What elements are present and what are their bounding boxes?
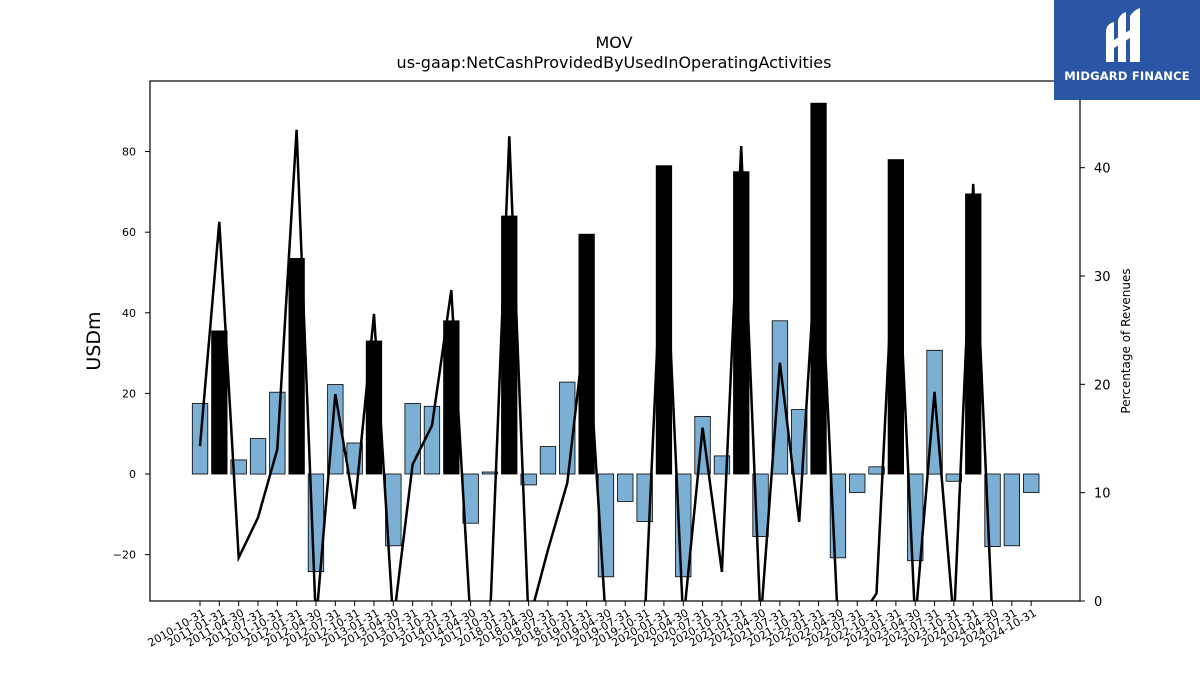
y2-tick-label: 10 (1094, 487, 1111, 502)
plot-frame (149, 80, 1081, 602)
y2-tick-label: 30 (1094, 270, 1111, 285)
bar-quarter (539, 446, 557, 475)
y2-tick-label: 40 (1094, 162, 1111, 177)
bar-quarter (1023, 473, 1040, 493)
line-group (198, 129, 993, 601)
bar-quarter (771, 320, 789, 475)
y2-axis-label: Percentage of Revenues (1119, 268, 1133, 413)
y-tick-label: 60 (122, 226, 136, 239)
bar-annual (578, 233, 595, 475)
y-tick-label: 80 (122, 146, 136, 159)
y-tick-label: −20 (113, 549, 136, 562)
chart-title: MOV (595, 33, 632, 52)
bar-annual (733, 171, 750, 475)
bar-annual (655, 165, 673, 475)
y-tick-label: 40 (122, 307, 136, 320)
bar-quarter (423, 405, 441, 475)
bar-quarter (520, 473, 537, 486)
bar-annual (211, 330, 228, 475)
series-line (198, 129, 993, 601)
y-axis-left: −20 0 20 40 60 80 (113, 146, 150, 562)
bar-quarter (481, 471, 499, 475)
y2-tick-label: 20 (1094, 378, 1111, 393)
bar-quarter (249, 438, 267, 475)
x-axis: 2010-10-312011-01-312011-04-302011-07-31… (146, 601, 1039, 650)
bar-quarter (868, 466, 885, 475)
y2-tick-label: 0 (1094, 595, 1102, 610)
logo-text: MIDGARD FINANCE (1064, 69, 1190, 83)
logo: MIDGARD FINANCE (1054, 0, 1200, 100)
y-tick-label: 20 (122, 387, 136, 400)
y-axis-label: USDm (83, 311, 105, 370)
logo-mark-icon (1106, 8, 1140, 62)
y-tick-label: 0 (129, 468, 136, 481)
bar-annual (288, 257, 305, 475)
chart-subtitle: us-gaap:NetCashProvidedByUsedInOperating… (397, 53, 832, 72)
bar-quarter (849, 473, 866, 493)
y-axis-right: 0 10 20 30 40 (1080, 162, 1111, 610)
bar-annual (810, 102, 827, 475)
bar-annual (887, 159, 904, 475)
bar-quarter (617, 473, 634, 502)
bar-quarter (945, 473, 962, 482)
bar-quarter (1003, 473, 1020, 547)
bars-group (191, 102, 1040, 578)
